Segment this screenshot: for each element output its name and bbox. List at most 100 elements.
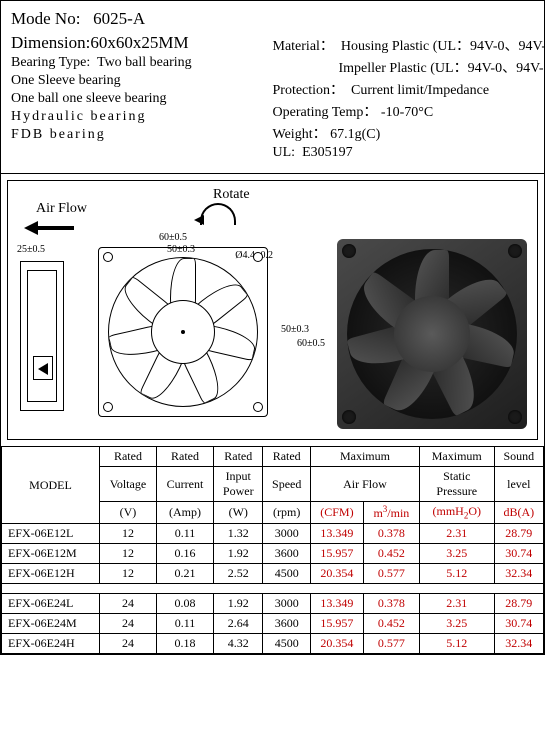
cell-rpm: 4500 [263, 634, 311, 654]
cell-a: 0.11 [156, 614, 213, 634]
cell-a: 0.18 [156, 634, 213, 654]
cell-model: EFX-06E24H [2, 634, 100, 654]
table-row: EFX-06E24L240.081.92300013.3490.3782.312… [2, 594, 544, 614]
header-block: Mode No: 6025-A Dimension:60x60x25MM Bea… [1, 1, 544, 174]
cell-v: 24 [100, 614, 157, 634]
dimension-label: Dimension: [11, 33, 90, 52]
mount-hole-icon [253, 252, 263, 262]
cell-db: 32.34 [494, 634, 543, 654]
cell-db: 28.79 [494, 594, 543, 614]
right-dimension-2: 60±0.5 [297, 338, 325, 349]
cell-mm: 2.31 [419, 594, 494, 614]
datasheet: Mode No: 6025-A Dimension:60x60x25MM Bea… [0, 0, 545, 655]
cell-mm: 5.12 [419, 564, 494, 584]
cell-w: 4.32 [214, 634, 263, 654]
cell-a: 0.21 [156, 564, 213, 584]
mount-hole-icon [103, 402, 113, 412]
table-header-row: MODEL Rated Rated Rated Rated Maximum Ma… [2, 447, 544, 467]
hub-icon [151, 300, 215, 364]
weight-value: 67.1g(C) [330, 127, 380, 142]
col-rp2: InputPower [214, 467, 263, 502]
side-view-drawing: 25±0.5 [20, 261, 64, 411]
right-dimension-1: 50±0.3 [281, 324, 309, 335]
cell-cfm: 20.354 [310, 634, 363, 654]
cell-cfm: 15.957 [310, 614, 363, 634]
col-rs1: Rated [263, 447, 311, 467]
protection-label: Protection： [273, 83, 345, 98]
cell-model: EFX-06E12M [2, 544, 100, 564]
cell-m3: 0.378 [363, 594, 419, 614]
bearing-label: Bearing Type: [11, 55, 90, 70]
bearing-main: Two ball bearing [97, 55, 192, 70]
cell-a: 0.08 [156, 594, 213, 614]
bearing-opt: One Sleeve bearing [11, 73, 273, 89]
cell-db: 30.74 [494, 614, 543, 634]
spec-table: MODEL Rated Rated Rated Rated Maximum Ma… [1, 446, 544, 654]
cell-mm: 3.25 [419, 614, 494, 634]
col-maf2: Air Flow [310, 467, 419, 502]
cell-mm: 2.31 [419, 524, 494, 544]
dimension-value: 60x60x25MM [90, 33, 188, 52]
side-dimension: 25±0.5 [17, 244, 45, 255]
cell-a: 0.16 [156, 544, 213, 564]
table-row: EFX-06E24M240.112.64360015.9570.4523.253… [2, 614, 544, 634]
cell-v: 12 [100, 564, 157, 584]
cell-rpm: 4500 [263, 564, 311, 584]
mount-hole-icon [103, 252, 113, 262]
cell-w: 2.52 [214, 564, 263, 584]
cell-model: EFX-06E24M [2, 614, 100, 634]
table-row: EFX-06E12L120.111.32300013.3490.3782.312… [2, 524, 544, 544]
cell-m3: 0.577 [363, 564, 419, 584]
cell-m3: 0.378 [363, 524, 419, 544]
cell-rpm: 3600 [263, 614, 311, 634]
cell-cfm: 13.349 [310, 524, 363, 544]
fan-photo [337, 239, 527, 429]
bearing-opt: One ball one sleeve bearing [11, 91, 273, 107]
bearing-opt: FDB bearing [11, 127, 273, 143]
cell-a: 0.11 [156, 524, 213, 544]
protection-value: Current limit/Impedance [351, 83, 489, 98]
table-gap-row [2, 584, 544, 594]
u-mmh2o: (mmH2O) [419, 502, 494, 524]
top-dimension-1: 60±0.5 [159, 232, 187, 243]
u-w: (W) [214, 502, 263, 524]
col-model: MODEL [2, 447, 100, 524]
material-line2: Impeller Plastic (UL：94V-0、94V-2) [339, 61, 545, 76]
cell-db: 32.34 [494, 564, 543, 584]
side-arrow-icon [33, 356, 53, 380]
cell-cfm: 15.957 [310, 544, 363, 564]
table-row: EFX-06E12M120.161.92360015.9570.4523.253… [2, 544, 544, 564]
col-rc2: Current [156, 467, 213, 502]
cell-db: 28.79 [494, 524, 543, 544]
top-dimension-2: 50±0.3 [167, 244, 195, 255]
ul-value: E305197 [302, 145, 353, 160]
col-msp2: StaticPressure [419, 467, 494, 502]
cell-v: 24 [100, 594, 157, 614]
cell-w: 1.32 [214, 524, 263, 544]
cell-v: 12 [100, 524, 157, 544]
mode-value: 6025-A [93, 9, 145, 28]
optemp-label: Operating Temp： [273, 105, 378, 120]
cell-m3: 0.577 [363, 634, 419, 654]
cell-m3: 0.452 [363, 544, 419, 564]
cell-model: EFX-06E12H [2, 564, 100, 584]
col-sl2: level [494, 467, 543, 502]
col-rv2: Voltage [100, 467, 157, 502]
cell-v: 24 [100, 634, 157, 654]
cell-rpm: 3000 [263, 524, 311, 544]
col-msp1: Maximum [419, 447, 494, 467]
u-v: (V) [100, 502, 157, 524]
mount-hole-icon [253, 402, 263, 412]
cell-mm: 5.12 [419, 634, 494, 654]
cell-cfm: 20.354 [310, 564, 363, 584]
u-cfm: (CFM) [310, 502, 363, 524]
rotate-arrow-icon [200, 203, 236, 225]
u-a: (Amp) [156, 502, 213, 524]
cell-w: 1.92 [214, 544, 263, 564]
col-maf1: Maximum [310, 447, 419, 467]
airflow-label: Air Flow [36, 201, 87, 217]
material-line1: Housing Plastic (UL：94V-0、94V-2) [341, 39, 545, 54]
weight-label: Weight： [273, 127, 327, 142]
rotate-arrow-tip-icon [194, 215, 204, 225]
u-m3: m3/min [363, 502, 419, 524]
